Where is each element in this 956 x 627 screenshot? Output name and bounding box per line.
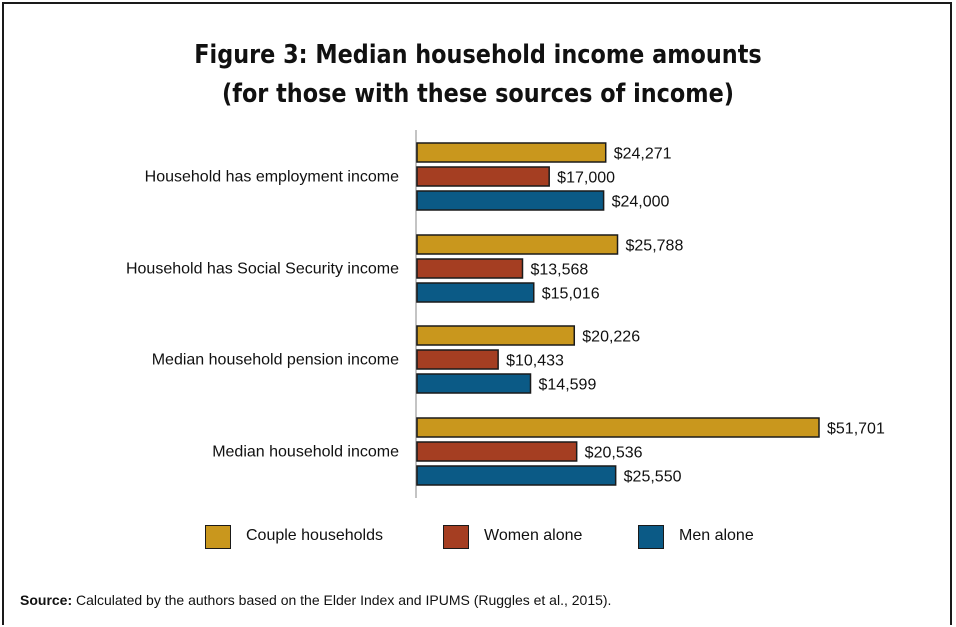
- bar-couple-households: [416, 325, 576, 346]
- legend-swatch-men-alone: [638, 525, 664, 549]
- category-label: Household has Social Security income: [126, 261, 399, 278]
- data-label: $13,568: [530, 262, 588, 279]
- legend-swatch-women-alone: [443, 525, 469, 549]
- data-label: $15,016: [542, 286, 600, 303]
- chart-title: Figure 3: Median household income amount…: [194, 40, 762, 70]
- category-label: Median household pension income: [152, 352, 399, 369]
- data-label: $25,788: [626, 238, 684, 255]
- data-label: $17,000: [557, 170, 615, 187]
- data-label: $51,701: [827, 421, 885, 438]
- data-label: $14,599: [539, 377, 597, 394]
- bar-couple-households: [416, 417, 820, 438]
- source-label: Source:: [20, 592, 73, 608]
- data-label: $24,271: [614, 146, 672, 163]
- bar-women-alone: [416, 258, 524, 279]
- bar-women-alone: [416, 349, 499, 370]
- data-label: $24,000: [612, 194, 670, 211]
- bar-men-alone: [416, 373, 532, 394]
- legend-label-men-alone: Men alone: [679, 527, 754, 544]
- legend-label-couple-households: Couple households: [246, 527, 383, 544]
- data-label: $10,433: [506, 353, 564, 370]
- source-note: Source: Calculated by the authors based …: [20, 592, 611, 608]
- bar-women-alone: [416, 441, 578, 462]
- data-label: $25,550: [624, 469, 682, 486]
- bar-men-alone: [416, 282, 535, 303]
- data-label: $20,226: [582, 329, 640, 346]
- category-label: Household has employment income: [145, 169, 399, 186]
- bar-couple-households: [416, 142, 607, 163]
- legend-label-women-alone: Women alone: [484, 527, 583, 544]
- legend-swatch-couple-households: [205, 525, 231, 549]
- category-label: Median household income: [212, 444, 399, 461]
- bar-couple-households: [416, 234, 619, 255]
- source-text: Calculated by the authors based on the E…: [72, 592, 612, 608]
- bar-women-alone: [416, 166, 550, 187]
- data-label: $20,536: [585, 445, 643, 462]
- bar-men-alone: [416, 465, 617, 486]
- chart-subtitle: (for those with these sources of income): [222, 79, 734, 109]
- bar-men-alone: [416, 190, 605, 211]
